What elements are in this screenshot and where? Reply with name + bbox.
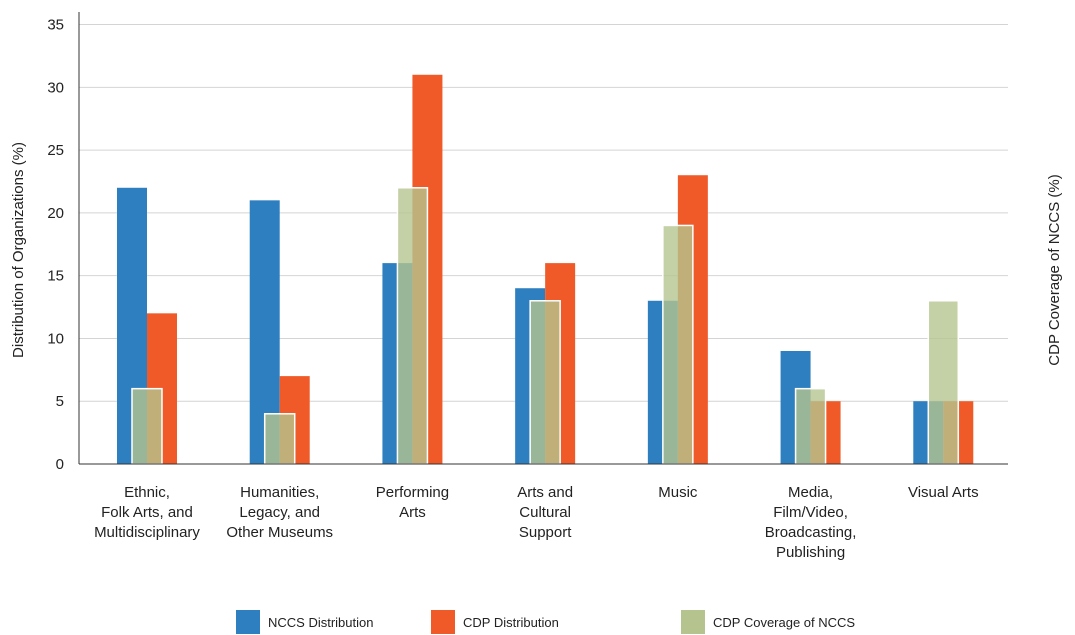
bar-cdp-coverage-of-nccs <box>927 300 960 465</box>
y-tick-label: 5 <box>56 393 64 410</box>
category-label: Media, Film/Video, Broadcasting, Publishing <box>765 484 857 561</box>
category-labels: Ethnic, Folk Arts, and Multidisciplinary Hu… <box>94 484 979 561</box>
category-label: Performing Arts <box>376 484 449 521</box>
bar-cdp-coverage-of-nccs <box>794 387 827 465</box>
legend-swatch <box>681 610 705 634</box>
y-axis-ticks: 0 5 10 15 20 25 30 35 <box>47 17 64 473</box>
legend-swatch <box>236 610 260 634</box>
gridlines <box>79 24 1008 402</box>
category-label-line: Legacy, and <box>239 504 320 521</box>
category-label: Visual Arts <box>908 484 979 501</box>
y-tick-label: 10 <box>47 330 64 347</box>
y-axis-title: Distribution of Organizations (%) <box>10 142 27 358</box>
bar-cdp-coverage-of-nccs <box>396 187 429 465</box>
category-label-line: Visual Arts <box>908 484 979 501</box>
legend-swatch <box>431 610 455 634</box>
category-label-line: Humanities, <box>240 484 319 501</box>
category-label-line: Broadcasting, <box>765 524 857 541</box>
y-tick-label: 15 <box>47 268 64 285</box>
category-label: Music <box>658 484 698 501</box>
bar-cdp-coverage-of-nccs <box>662 224 694 465</box>
category-label: Ethnic, Folk Arts, and Multidisciplinary <box>94 484 200 541</box>
bar-cdp-coverage-of-nccs <box>529 300 561 465</box>
category-label-line: Film/Video, <box>773 504 848 521</box>
legend-label: NCCS Distribution <box>268 615 373 630</box>
category-label-line: Arts <box>399 504 426 521</box>
bars <box>117 74 974 465</box>
legend-label: CDP Distribution <box>463 615 559 630</box>
category-label: Humanities, Legacy, and Other Museums <box>226 484 333 541</box>
category-label-line: Performing <box>376 484 449 501</box>
category-label-line: Publishing <box>776 544 845 561</box>
category-label-line: Cultural <box>519 504 571 521</box>
y2-axis-title: CDP Coverage of NCCS (%) <box>1046 174 1063 365</box>
category-label-line: Media, <box>788 484 833 501</box>
y-tick-label: 20 <box>47 205 64 222</box>
category-label-line: Multidisciplinary <box>94 524 200 541</box>
y-tick-label: 35 <box>47 17 64 34</box>
category-label-line: Ethnic, <box>124 484 170 501</box>
y-tick-label: 30 <box>47 79 64 96</box>
legend: NCCS Distribution CDP Distribution CDP Cov… <box>236 610 855 634</box>
category-label: Arts and Cultural Support <box>517 484 573 541</box>
bar-cdp-coverage-of-nccs <box>131 387 163 465</box>
category-label-line: Folk Arts, and <box>101 504 193 521</box>
category-label-line: Support <box>519 524 572 541</box>
y-tick-label: 0 <box>56 456 64 473</box>
bar-cdp-coverage-of-nccs <box>263 413 296 465</box>
category-label-line: Other Museums <box>226 524 333 541</box>
category-label-line: Music <box>658 484 698 501</box>
y-tick-label: 25 <box>47 142 64 159</box>
category-label-line: Arts and <box>517 484 573 501</box>
legend-label: CDP Coverage of NCCS <box>713 615 855 630</box>
